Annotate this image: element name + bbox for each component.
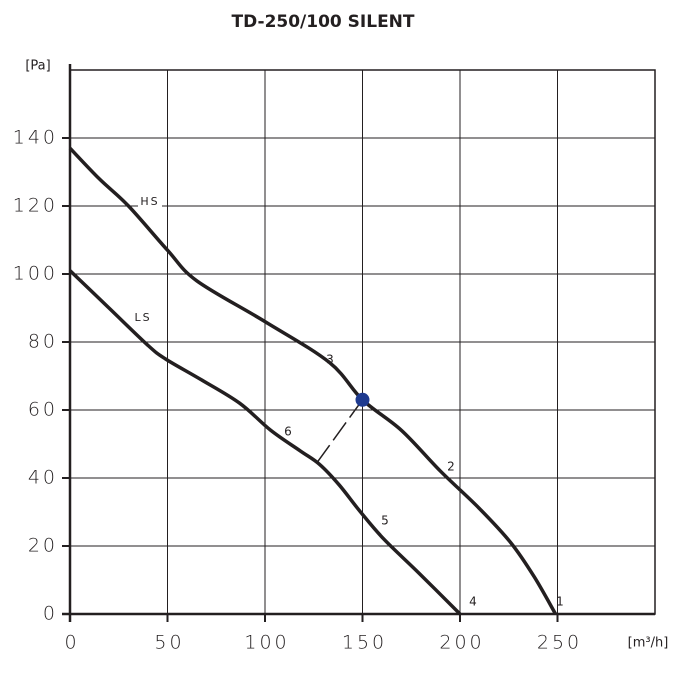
y-tick-label: 40 [28,467,58,489]
curve [68,269,462,616]
label-bg [138,194,162,210]
x-tick-label: 50 [154,632,184,654]
y-tick-label: 120 [13,195,58,217]
x-tick-label: 0 [64,632,79,654]
chart-title: TD-250/100 SILENT [231,12,414,32]
y-tick-label: 60 [28,399,58,421]
annotation: 1 [556,595,564,609]
annotation: 5 [381,514,389,528]
y-axis-label: [Pa] [25,59,50,74]
x-tick-label: 200 [439,632,484,654]
curve [68,146,558,615]
y-tick-label: 100 [13,263,58,285]
operating-point [355,392,370,407]
y-tick-label: 0 [43,603,58,625]
y-tick-label: 80 [28,331,58,353]
y-tick-label: 20 [28,535,58,557]
annotation: 3 [326,353,334,367]
annotation: 4 [469,595,477,609]
y-tick-label: 140 [13,127,58,149]
series-label: LS [134,311,151,324]
x-tick-label: 100 [244,632,289,654]
x-axis-label: [m³/h] [628,636,669,651]
annotation: 2 [447,460,455,474]
annotation: 6 [284,425,292,439]
x-tick-label: 250 [537,632,582,654]
connector [315,399,364,465]
series-label: HS [140,195,159,208]
x-tick-label: 150 [342,632,387,654]
